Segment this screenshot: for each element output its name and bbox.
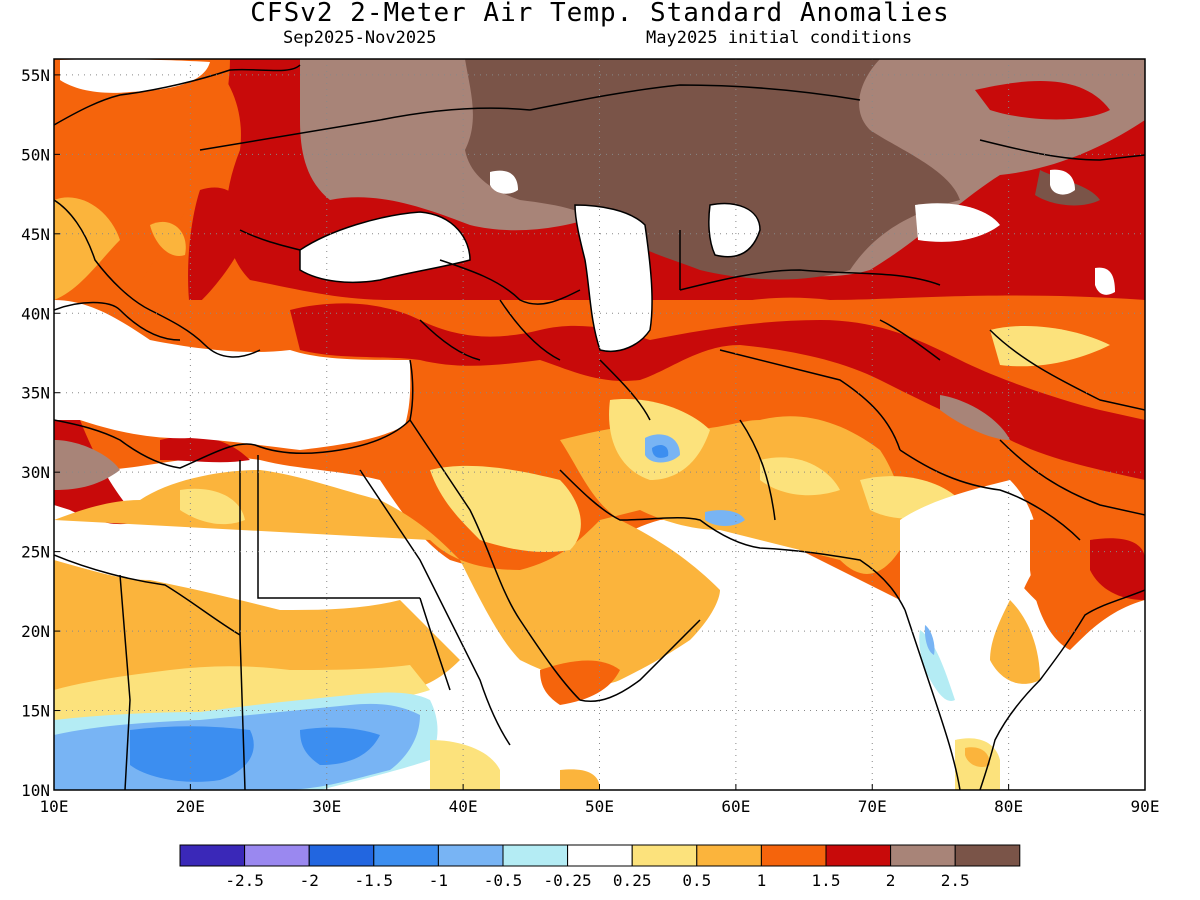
colorbar-swatch bbox=[954, 844, 1021, 867]
colorbar-swatch bbox=[890, 844, 956, 867]
forecast-period: Sep2025-Nov2025 bbox=[283, 28, 437, 48]
colorbar-label: 0.25 bbox=[613, 871, 652, 890]
lon-tick-label: 50E bbox=[585, 797, 614, 816]
anomaly-field bbox=[54, 59, 1145, 790]
colorbar-label: 1 bbox=[757, 871, 767, 890]
colorbar-label: -0.5 bbox=[484, 871, 523, 890]
lon-tick-label: 70E bbox=[858, 797, 887, 816]
lon-tick-label: 20E bbox=[176, 797, 205, 816]
axis-labels: 10E 20E 30E 40E 50E 60E 70E 80E 90E 10N 15N 20N 25N 3… bbox=[21, 66, 1159, 816]
colorbar-swatch bbox=[179, 844, 246, 867]
colorbar-label: -1 bbox=[429, 871, 448, 890]
colorbar-swatch bbox=[308, 844, 375, 867]
lat-tick-label: 50N bbox=[21, 145, 50, 164]
lat-tick-label: 30N bbox=[21, 463, 50, 482]
lon-tick-label: 10E bbox=[40, 797, 69, 816]
lat-tick-label: 25N bbox=[21, 543, 50, 562]
lon-tick-label: 90E bbox=[1131, 797, 1160, 816]
lat-tick-label: 35N bbox=[21, 384, 50, 403]
colorbar-label: -2.5 bbox=[225, 871, 264, 890]
lat-tick-label: 55N bbox=[21, 66, 50, 85]
coastlines bbox=[54, 64, 1145, 790]
colorbar-swatch bbox=[696, 844, 762, 867]
colorbar-label: 1.5 bbox=[812, 871, 841, 890]
map-title: CFSv2 2-Meter Air Temp. Standard Anomali… bbox=[250, 0, 950, 28]
lat-tick-label: 20N bbox=[21, 622, 50, 641]
lat-tick-label: 45N bbox=[21, 225, 50, 244]
colorbar-label: 2 bbox=[886, 871, 896, 890]
colorbar-label: 2.5 bbox=[941, 871, 970, 890]
colorbar: -2.5 -2 -1.5 -1 -0.5 -0.25 0.25 0.5 1 1.5 2 2.5 bbox=[179, 844, 1021, 890]
colorbar-swatch bbox=[567, 844, 633, 867]
initial-conditions: May2025 initial conditions bbox=[646, 28, 913, 48]
colorbar-swatch bbox=[437, 844, 504, 867]
colorbar-label: 0.5 bbox=[682, 871, 711, 890]
lat-tick-label: 40N bbox=[21, 304, 50, 323]
lat-tick-label: 10N bbox=[21, 781, 50, 800]
lon-tick-label: 30E bbox=[312, 797, 341, 816]
colorbar-label: -1.5 bbox=[355, 871, 394, 890]
colorbar-swatch bbox=[825, 844, 892, 867]
lat-tick-label: 15N bbox=[21, 702, 50, 721]
lon-tick-label: 40E bbox=[449, 797, 478, 816]
lon-tick-label: 60E bbox=[721, 797, 750, 816]
colorbar-swatch bbox=[502, 844, 569, 867]
colorbar-swatch bbox=[631, 844, 698, 867]
colorbar-swatch bbox=[373, 844, 439, 867]
colorbar-label: -0.25 bbox=[544, 871, 592, 890]
colorbar-swatch bbox=[760, 844, 827, 867]
colorbar-label: -2 bbox=[300, 871, 319, 890]
lon-tick-label: 80E bbox=[994, 797, 1023, 816]
colorbar-swatch bbox=[244, 844, 310, 867]
